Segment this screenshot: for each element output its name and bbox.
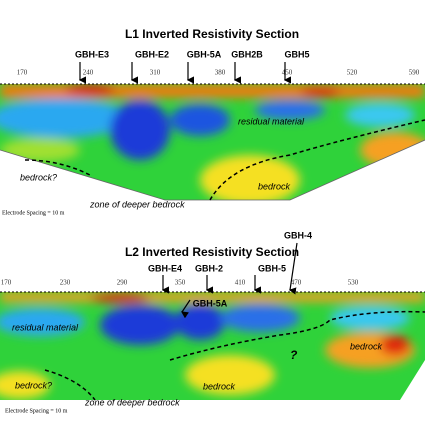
footnote: Electrode Spacing = 10 m — [2, 210, 65, 216]
distance-tick: 470 — [291, 279, 302, 287]
borehole-arrows — [161, 242, 298, 319]
distance-tick: 520 — [347, 69, 358, 77]
bedrock-boundary — [44, 310, 425, 401]
borehole-arrows — [78, 62, 291, 84]
annotation: ? — [290, 348, 298, 362]
borehole-label: GBH-2 — [195, 263, 223, 273]
borehole-label: GBH-5A — [187, 49, 222, 59]
borehole-label: GBH-E4 — [148, 263, 182, 273]
annotation: bedrock? — [15, 380, 52, 390]
distance-tick: 530 — [348, 279, 359, 287]
section-1-image — [0, 84, 425, 200]
annotation: bedrock — [350, 341, 383, 351]
distance-tick: 380 — [215, 69, 226, 77]
borehole-label: GBH-4 — [284, 230, 312, 240]
distance-tick: 450 — [282, 69, 293, 77]
section-outline — [0, 139, 425, 201]
distance-tick: 170 — [1, 279, 12, 287]
annotation: bedrock? — [20, 172, 57, 182]
annotation: bedrock — [203, 381, 236, 391]
borehole-label: GBH-5A — [193, 298, 228, 308]
distance-tick: 410 — [235, 279, 246, 287]
borehole-label: GBH-E2 — [135, 49, 169, 59]
borehole-label: GBH-E3 — [75, 49, 109, 59]
distance-tick: 590 — [409, 69, 420, 77]
distance-tick: 350 — [175, 279, 186, 287]
bedrock-boundary — [24, 119, 425, 201]
distance-tick: 170 — [17, 69, 28, 77]
panel-title: L2 Inverted Resistivity Section — [125, 245, 299, 259]
borehole-label: GBH2B — [231, 49, 263, 59]
annotation: zone of deeper bedrock — [89, 199, 185, 209]
footnote: Electrode Spacing = 10 m — [5, 408, 68, 414]
distance-tick: 230 — [60, 279, 71, 287]
annotation: residual material — [238, 116, 305, 126]
distance-tick: 240 — [83, 69, 94, 77]
annotation: zone of deeper bedrock — [84, 397, 180, 407]
distance-tick: 310 — [150, 69, 161, 77]
borehole-label: GBH-5 — [258, 263, 286, 273]
panel-title: L1 Inverted Resistivity Section — [125, 27, 299, 41]
annotation: bedrock — [258, 181, 291, 191]
borehole-label: GBH5 — [284, 49, 309, 59]
annotation: residual material — [12, 322, 79, 332]
distance-tick: 290 — [117, 279, 128, 287]
